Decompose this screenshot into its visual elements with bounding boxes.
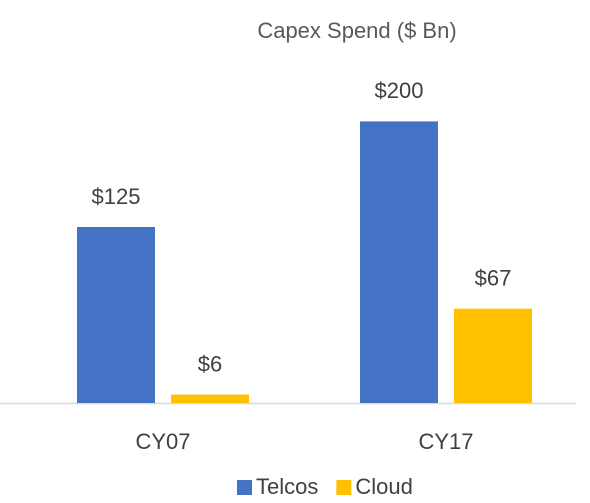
bar	[77, 227, 155, 403]
legend-swatch	[336, 480, 352, 495]
bar	[171, 394, 249, 403]
data-label: $6	[198, 351, 222, 376]
bar	[360, 121, 438, 404]
data-label: $200	[375, 78, 424, 103]
data-label: $67	[475, 265, 512, 290]
x-tick-label: CY17	[418, 429, 473, 454]
x-tick-label: CY07	[135, 429, 190, 454]
legend-label: Telcos	[256, 474, 318, 499]
data-label: $125	[92, 184, 141, 209]
chart-title: Capex Spend ($ Bn)	[257, 18, 456, 43]
legend-label: Cloud	[355, 474, 412, 499]
bar	[454, 308, 532, 403]
legend-swatch	[237, 480, 252, 495]
